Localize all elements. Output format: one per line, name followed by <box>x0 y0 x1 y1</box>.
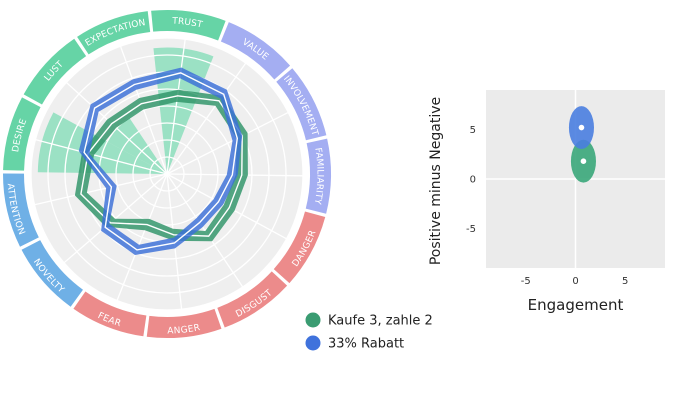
category-segment-trust <box>151 10 226 41</box>
radar-spoke <box>65 81 168 175</box>
radar-ring <box>30 37 304 311</box>
y-tick-label: 5 <box>470 125 476 136</box>
radar-spoke <box>34 173 168 206</box>
radar-spoke <box>119 45 168 175</box>
radar-spoke <box>166 39 186 175</box>
y-tick-label: 0 <box>470 175 476 186</box>
radar-ring <box>115 122 219 226</box>
scatter-chart: -5 0 5 5 0 -5 Engagement Positive minus Negat… <box>428 90 665 314</box>
y-axis-label: Positive minus Negative <box>428 97 444 265</box>
legend-label-rabatt: 33% Rabatt <box>328 337 404 352</box>
category-segment-expectation <box>77 11 151 55</box>
legend: Kaufe 3, zahle 2 33% Rabatt <box>305 312 433 352</box>
category-segment-anger <box>146 308 222 338</box>
x-tick-label: 0 <box>572 276 578 287</box>
legend-swatch-rabatt <box>305 335 321 351</box>
series-line-1 <box>83 72 239 251</box>
legend-swatch-kaufe <box>305 312 321 328</box>
radar-spoke <box>116 173 168 301</box>
x-tick-label: 5 <box>622 276 628 287</box>
category-segment-fear <box>73 291 147 337</box>
category-segment-desire <box>3 97 41 171</box>
legend-label-kaufe: Kaufe 3, zahle 2 <box>328 314 433 329</box>
radar-spoke <box>63 173 168 264</box>
category-segment-value <box>220 22 291 80</box>
scatter-marks <box>568 106 596 183</box>
category-segment-attention <box>3 173 39 247</box>
category-label-familiarity: FAMILIARITY <box>312 147 325 205</box>
category-segment-familiarity <box>305 138 331 214</box>
mean-point-1 <box>580 158 587 164</box>
category-segment-danger <box>273 211 326 284</box>
series-1 <box>78 67 243 255</box>
radar-spoke <box>166 62 247 175</box>
x-axis-label: Engagement <box>528 296 624 314</box>
mean-point-0 <box>578 124 585 131</box>
category-segment-disgust <box>217 271 288 328</box>
legend-item-kaufe: Kaufe 3, zahle 2 <box>305 312 433 329</box>
y-tick-label: -5 <box>466 224 476 235</box>
category-label-anger: ANGER <box>167 323 201 336</box>
radar-chart: EXPECTATION TRUSTVALUEINVOLVEMENTFAMILIAR… <box>1 8 333 340</box>
x-tick-label: -5 <box>521 276 531 287</box>
radar-spoke <box>166 173 244 288</box>
scatter-ticks: -5 0 5 5 0 -5 <box>466 125 628 287</box>
radar-ring <box>47 54 287 294</box>
legend-item-rabatt: 33% Rabatt <box>305 335 404 352</box>
radar-spoke <box>35 139 168 175</box>
category-segment-lust <box>23 38 87 105</box>
category-segment-novelty <box>21 240 83 307</box>
category-segment-involvement <box>276 68 327 141</box>
radar-spoke <box>166 111 289 175</box>
